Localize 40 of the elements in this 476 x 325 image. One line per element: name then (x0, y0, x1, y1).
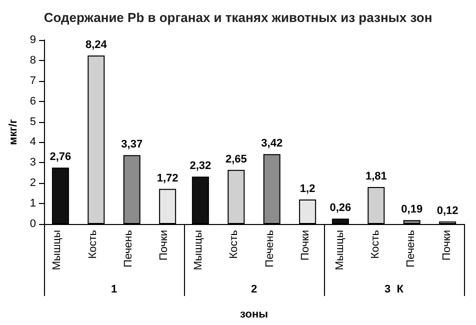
chart-title: Содержание Pb в органах и тканях животных из разных зон (44, 10, 432, 25)
data-label: 0,12 (436, 205, 458, 218)
y-tick-label: 0 (30, 218, 36, 230)
data-label: 2,65 (225, 153, 247, 166)
text: Мышцы (192, 230, 204, 270)
text: Кость (369, 230, 382, 259)
y-tick-label: 8 (30, 54, 36, 66)
text: Почки (440, 230, 453, 260)
data-label: 8,24 (85, 39, 108, 52)
data-label: 1,2 (300, 182, 316, 195)
text: Печень (264, 230, 276, 268)
y-tick-label: 7 (30, 74, 36, 87)
text: Почки (300, 230, 312, 260)
text: Мышцы (334, 230, 346, 270)
y-tick-label: 1 (30, 198, 36, 210)
text: Кость (228, 230, 240, 259)
text: Мышцы (51, 230, 64, 270)
data-label: 0,19 (401, 204, 423, 216)
data-label: 2,76 (50, 151, 72, 164)
data-label: 3,37 (121, 138, 143, 151)
text: Кость (86, 230, 99, 259)
data-label: 3,42 (261, 138, 283, 150)
data-label: 1,72 (156, 172, 178, 184)
data-label: 1,81 (365, 170, 387, 182)
y-tick-label: 5 (30, 116, 36, 128)
data-label: 0,26 (330, 202, 352, 214)
x-tick-label: 2 (250, 284, 258, 296)
data-label: 2,32 (190, 160, 212, 172)
x-axis-title: зоны (240, 308, 268, 320)
y-tick-label: 2 (30, 177, 36, 190)
text: Почки (158, 230, 170, 260)
y-tick-label: 6 (30, 95, 36, 108)
y-tick-label: 3 (30, 156, 36, 169)
text: Печень (122, 230, 135, 268)
y-tick-label: 4 (30, 136, 36, 148)
y-tick-label: 9 (30, 34, 36, 46)
x-tick-label: 1 (110, 284, 118, 296)
x-tick-label: 3 К (384, 284, 404, 296)
text: Печень (405, 230, 418, 268)
y-axis-title: мкг/г (8, 118, 20, 145)
